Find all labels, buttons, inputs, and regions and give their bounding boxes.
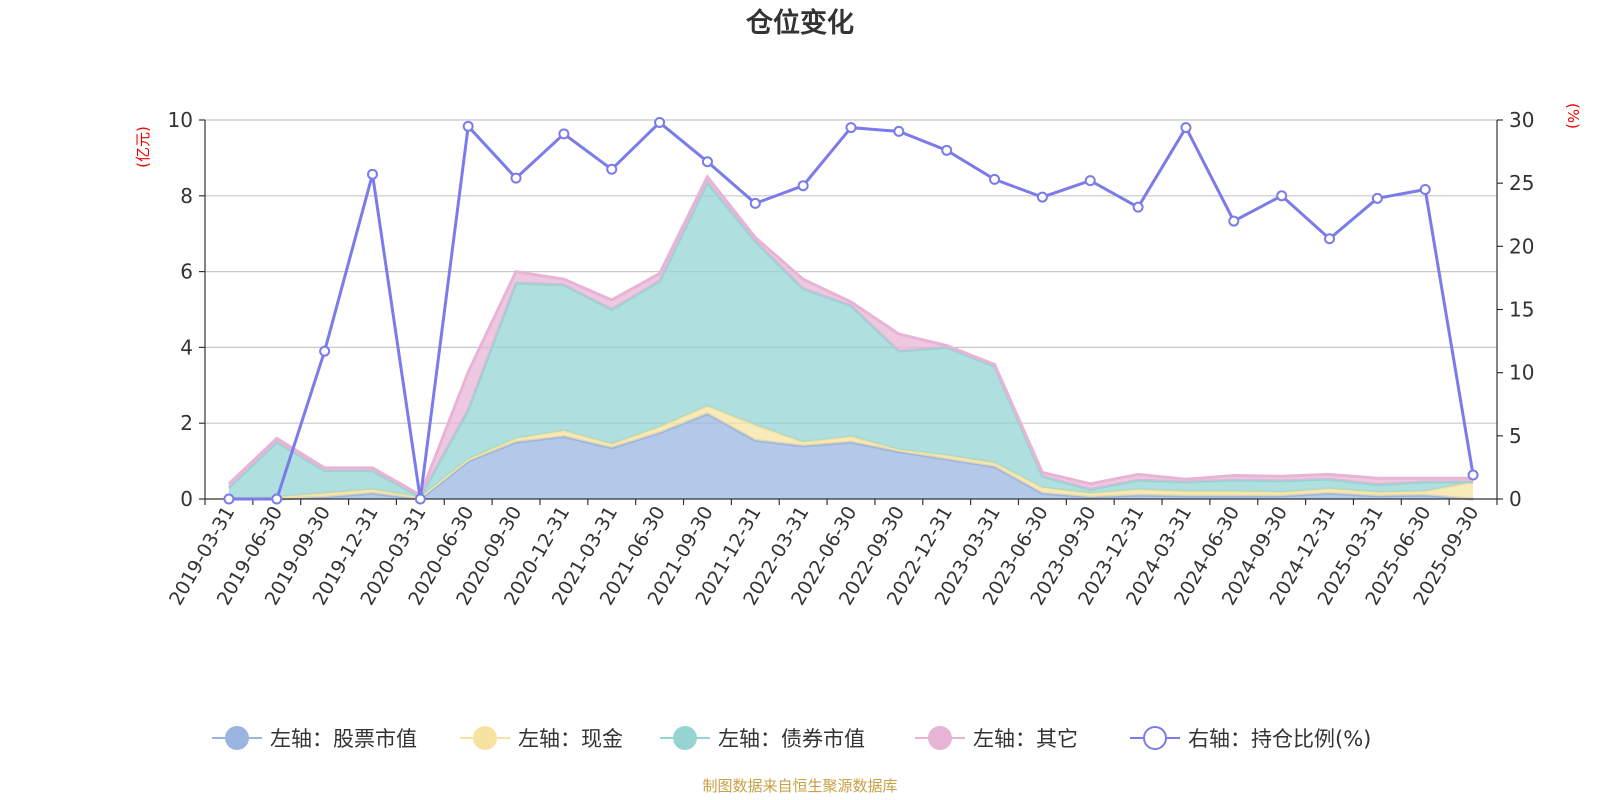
- source-note: 制图数据来自恒生聚源数据库: [702, 777, 897, 795]
- holding-ratio-line: [223, 117, 1479, 505]
- legend-marker-0: [225, 726, 249, 750]
- ratio-point-25: [1419, 183, 1431, 195]
- ratio-point-1: [271, 493, 283, 505]
- ratio-point-26: [1467, 469, 1479, 481]
- legend-marker-3: [928, 726, 952, 750]
- left-tick-label-0: 0: [180, 487, 193, 511]
- left-tick-label-3: 6: [180, 260, 193, 284]
- ratio-point-18: [1084, 175, 1096, 187]
- area-series-0: [228, 413, 1474, 499]
- ratio-point-13: [845, 122, 857, 134]
- legend-label-3: 左轴：其它: [973, 727, 1078, 751]
- ratio-point-3: [366, 168, 378, 180]
- ratio-point-22: [1276, 190, 1288, 202]
- ratio-point-2: [319, 345, 331, 357]
- ratio-point-10: [701, 156, 713, 168]
- right-tick-label-3: 15: [1509, 298, 1534, 322]
- right-tick-label-5: 25: [1509, 171, 1534, 195]
- ratio-point-19: [1132, 201, 1144, 213]
- ratio-point-24: [1371, 192, 1383, 204]
- left-tick-label-2: 4: [180, 335, 193, 359]
- stacked-areas: [227, 174, 1474, 501]
- left-tick-label-4: 8: [180, 184, 193, 208]
- left-tick-label-1: 2: [180, 411, 193, 435]
- ratio-point-12: [797, 180, 809, 192]
- ratio-point-7: [558, 128, 570, 140]
- legend-marker-1: [473, 726, 497, 750]
- ratio-point-0: [223, 493, 235, 505]
- chart-title: 仓位变化: [745, 7, 854, 39]
- area-edge-series-3: [227, 174, 1474, 498]
- ratio-point-16: [989, 173, 1001, 185]
- legend-label-1: 左轴：现金: [518, 727, 623, 751]
- ratio-point-17: [1036, 191, 1048, 203]
- right-tick-label-1: 5: [1509, 424, 1522, 448]
- ratio-point-15: [941, 144, 953, 156]
- ratio-point-8: [606, 163, 618, 175]
- legend-marker-2: [673, 726, 697, 750]
- right-tick-label-4: 20: [1509, 234, 1534, 258]
- right-tick-label-2: 10: [1509, 361, 1534, 385]
- right-axis-unit: (%): [1564, 103, 1582, 129]
- ratio-point-21: [1228, 215, 1240, 227]
- ratio-point-9: [654, 117, 666, 129]
- area-series-2: [228, 182, 1474, 499]
- ratio-point-14: [893, 125, 905, 137]
- ratio-point-6: [510, 172, 522, 184]
- legend-label-0: 左轴：股票市值: [270, 727, 417, 751]
- ratio-point-4: [414, 493, 426, 505]
- legend-marker-4: [1143, 726, 1167, 750]
- legend-label-4: 右轴：持仓比例(%): [1188, 727, 1371, 751]
- ratio-point-23: [1324, 233, 1336, 245]
- ratio-point-20: [1180, 122, 1192, 134]
- right-tick-label-0: 0: [1509, 487, 1522, 511]
- left-axis-unit: (亿元): [134, 126, 152, 168]
- ratio-point-5: [462, 120, 474, 132]
- legend: 左轴：股票市值 左轴：现金 左轴：债券市值 左轴：其它 右轴：持仓比例(%): [212, 726, 1371, 751]
- ratio-point-11: [749, 197, 761, 209]
- right-tick-label-6: 30: [1509, 108, 1534, 132]
- legend-label-2: 左轴：债券市值: [718, 727, 865, 751]
- left-tick-label-5: 10: [168, 108, 193, 132]
